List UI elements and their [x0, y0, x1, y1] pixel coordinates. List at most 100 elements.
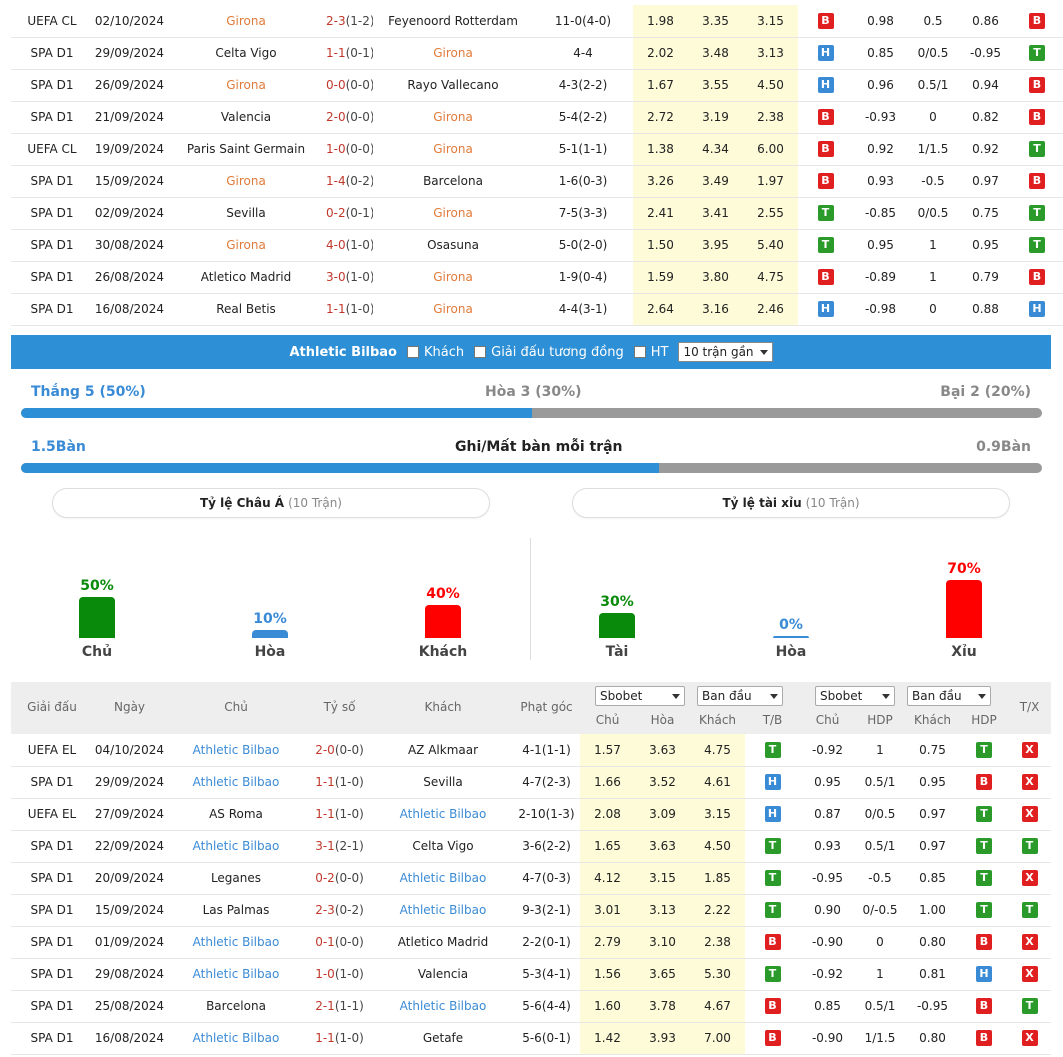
away-team-cell[interactable]: AZ Alkmaar: [373, 734, 513, 767]
home-team-cell[interactable]: Leganes: [166, 862, 306, 895]
score-cell[interactable]: 2-3(0-2): [306, 894, 373, 927]
away-team-cell[interactable]: Girona: [373, 133, 533, 166]
away-team-cell[interactable]: Girona: [373, 37, 533, 70]
away-team-cell[interactable]: Celta Vigo: [373, 830, 513, 863]
score-cell[interactable]: 2-0(0-0): [326, 101, 373, 134]
away-team-cell[interactable]: Valencia: [373, 958, 513, 991]
table-row[interactable]: SPA D1 16/08/2024 Real Betis 1-1(1-0) Girona…: [11, 293, 1063, 326]
table-row[interactable]: SPA D1 15/09/2024 Las Palmas 2-3(0-2) Athlet…: [11, 894, 1051, 927]
score-cell[interactable]: 0-0(0-0): [326, 69, 373, 102]
away-team-cell[interactable]: Athletic Bilbao: [373, 894, 513, 927]
ah-home-cell: 0.87: [800, 798, 855, 831]
score-cell[interactable]: 1-4(0-2): [326, 165, 373, 198]
away-team-cell[interactable]: Girona: [373, 197, 533, 230]
home-team-cell[interactable]: Girona: [166, 165, 326, 198]
home-team-cell[interactable]: AS Roma: [166, 798, 306, 831]
away-team-cell[interactable]: Athletic Bilbao: [373, 798, 513, 831]
ht-checkbox[interactable]: [633, 346, 646, 358]
home-team-cell[interactable]: Barcelona: [166, 990, 306, 1023]
odds-type-select-2[interactable]: Ban đầu: [907, 686, 991, 706]
score-cell[interactable]: 2-0(0-0): [306, 734, 373, 767]
away-team-cell[interactable]: Feyenoord Rotterdam: [373, 5, 533, 38]
away-checkbox[interactable]: [407, 346, 419, 358]
score-cell[interactable]: 1-1(1-0): [326, 293, 373, 326]
same-league-checkbox[interactable]: [474, 346, 487, 358]
score-cell[interactable]: 1-1(1-0): [306, 798, 373, 831]
table-row[interactable]: SPA D1 25/08/2024 Barcelona 2-1(1-1) Athleti…: [11, 990, 1051, 1023]
table-row[interactable]: SPA D1 26/09/2024 Girona 0-0(0-0) Rayo Valle…: [11, 69, 1063, 102]
table-row[interactable]: SPA D1 02/09/2024 Sevilla 0-2(0-1) Girona 7-5…: [11, 197, 1063, 230]
table-row[interactable]: SPA D1 29/09/2024 Athletic Bilbao 1-1(1-0) S…: [11, 766, 1051, 799]
table-row[interactable]: SPA D1 15/09/2024 Girona 1-4(0-2) Barcelona 1…: [11, 165, 1063, 198]
odds-type-select-1[interactable]: Ban đầu: [697, 686, 783, 706]
ou-result-cell: X: [1061, 133, 1063, 166]
home-team-cell[interactable]: Athletic Bilbao: [166, 830, 306, 863]
table-row[interactable]: SPA D1 26/08/2024 Atletico Madrid 3-0(1-0) G…: [11, 261, 1063, 294]
score-cell[interactable]: 0-1(0-0): [306, 926, 373, 959]
table-row[interactable]: UEFA CL 19/09/2024 Paris Saint Germain 1-0(…: [11, 133, 1063, 166]
table-row[interactable]: SPA D1 22/09/2024 Athletic Bilbao 3-1(2-1) C…: [11, 830, 1051, 863]
away-team-cell[interactable]: Rayo Vallecano: [373, 69, 533, 102]
bookmaker-select-1[interactable]: Sbobet: [595, 686, 685, 706]
away-team-cell[interactable]: Athletic Bilbao: [373, 990, 513, 1023]
away-team-cell[interactable]: Osasuna: [373, 229, 533, 262]
away-team-cell[interactable]: Getafe: [373, 1022, 513, 1055]
same-league-filter[interactable]: Giải đấu tương đồng: [474, 345, 624, 360]
table-row[interactable]: SPA D1 29/08/2024 Athletic Bilbao 1-0(1-0) V…: [11, 958, 1051, 991]
table-row[interactable]: SPA D1 16/08/2024 Athletic Bilbao 1-1(1-0) G…: [11, 1022, 1051, 1055]
home-team-cell[interactable]: Athletic Bilbao: [166, 734, 306, 767]
score-cell[interactable]: 0-2(0-0): [306, 862, 373, 895]
table-row[interactable]: SPA D1 29/09/2024 Celta Vigo 1-1(0-1) Girona…: [11, 37, 1063, 70]
away-filter[interactable]: Khách: [407, 345, 464, 360]
score-cell[interactable]: 2-1(1-1): [306, 990, 373, 1023]
score-cell[interactable]: 1-1(0-1): [326, 37, 373, 70]
score-cell[interactable]: 1-1(1-0): [306, 1022, 373, 1055]
home-team-cell[interactable]: Valencia: [166, 101, 326, 134]
score-cell[interactable]: 1-1(1-0): [306, 766, 373, 799]
away-team-cell[interactable]: Sevilla: [373, 766, 513, 799]
score-cell[interactable]: 1-0(1-0): [306, 958, 373, 991]
away-team-cell[interactable]: Atletico Madrid: [373, 926, 513, 959]
home-team-cell[interactable]: Atletico Madrid: [166, 261, 326, 294]
home-team-cell[interactable]: Sevilla: [166, 197, 326, 230]
home-team-cell[interactable]: Athletic Bilbao: [166, 958, 306, 991]
home-team-cell[interactable]: Girona: [166, 229, 326, 262]
table-row[interactable]: SPA D1 21/09/2024 Valencia 2-0(0-0) Girona 5-…: [11, 101, 1063, 134]
away-team-cell[interactable]: Girona: [373, 101, 533, 134]
table-row[interactable]: SPA D1 30/08/2024 Girona 4-0(1-0) Osasuna 5-0…: [11, 229, 1063, 262]
home-team-cell[interactable]: Paris Saint Germain: [166, 133, 326, 166]
home-team-cell[interactable]: Celta Vigo: [166, 37, 326, 70]
away-team-cell[interactable]: Girona: [373, 261, 533, 294]
home-team-cell[interactable]: Real Betis: [166, 293, 326, 326]
score-cell[interactable]: 4-0(1-0): [326, 229, 373, 262]
ht-filter[interactable]: HT: [633, 345, 668, 360]
recent-matches-select[interactable]: 10 trận gần: [678, 342, 773, 362]
result-1x2-cell: H: [798, 69, 853, 102]
asian-odds-pill[interactable]: Tỷ lệ Châu Á (10 Trận): [52, 488, 490, 518]
home-team-cell[interactable]: Las Palmas: [166, 894, 306, 927]
home-team-cell[interactable]: Girona: [166, 69, 326, 102]
hdp-cell: 1/1.5: [908, 133, 958, 166]
away-team-cell[interactable]: Girona: [373, 293, 533, 326]
home-team-cell[interactable]: Girona: [166, 5, 326, 38]
over-under-pill[interactable]: Tỷ lệ tài xỉu (10 Trận): [572, 488, 1010, 518]
ou-result-cell: T: [1061, 261, 1063, 294]
home-team-cell[interactable]: Athletic Bilbao: [166, 1022, 306, 1055]
score-value: 0-2(0-0): [315, 871, 364, 885]
table-row[interactable]: UEFA CL 02/10/2024 Girona 2-3(1-2) Feyenoord…: [11, 5, 1063, 38]
score-cell[interactable]: 3-0(1-0): [326, 261, 373, 294]
home-team-cell[interactable]: Athletic Bilbao: [166, 766, 306, 799]
home-odds-cell: 1.38: [633, 133, 688, 166]
table-row[interactable]: UEFA EL 27/09/2024 AS Roma 1-1(1-0) Athletic…: [11, 798, 1051, 831]
table-row[interactable]: SPA D1 20/09/2024 Leganes 0-2(0-0) Athletic …: [11, 862, 1051, 895]
away-team-cell[interactable]: Athletic Bilbao: [373, 862, 513, 895]
score-cell[interactable]: 1-0(0-0): [326, 133, 373, 166]
bookmaker-select-2[interactable]: Sbobet: [815, 686, 895, 706]
score-cell[interactable]: 3-1(2-1): [306, 830, 373, 863]
score-cell[interactable]: 2-3(1-2): [326, 5, 373, 38]
away-team-cell[interactable]: Barcelona: [373, 165, 533, 198]
home-team-cell[interactable]: Athletic Bilbao: [166, 926, 306, 959]
table-row[interactable]: UEFA EL 04/10/2024 Athletic Bilbao 2-0(0-0)…: [11, 734, 1051, 767]
table-row[interactable]: SPA D1 01/09/2024 Athletic Bilbao 0-1(0-0) A…: [11, 926, 1051, 959]
score-cell[interactable]: 0-2(0-1): [326, 197, 373, 230]
